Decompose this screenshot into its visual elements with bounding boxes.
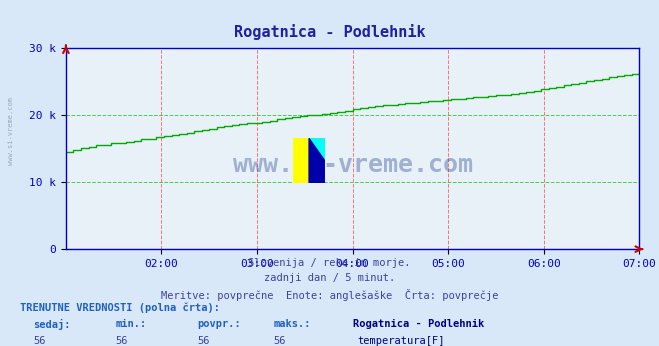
Text: maks.:: maks.:	[273, 319, 311, 329]
Text: Slovenija / reke in morje.: Slovenija / reke in morje.	[248, 258, 411, 268]
Bar	[293, 138, 309, 183]
Text: 56: 56	[33, 336, 45, 346]
Text: min.:: min.:	[115, 319, 146, 329]
Text: TRENUTNE VREDNOSTI (polna črta):: TRENUTNE VREDNOSTI (polna črta):	[20, 303, 219, 313]
Text: www.si-vreme.com: www.si-vreme.com	[233, 153, 473, 177]
Text: www.si-vreme.com: www.si-vreme.com	[8, 98, 14, 165]
Text: zadnji dan / 5 minut.: zadnji dan / 5 minut.	[264, 273, 395, 283]
Text: 56: 56	[115, 336, 128, 346]
Text: povpr.:: povpr.:	[198, 319, 241, 329]
Text: Meritve: povprečne  Enote: anglešaške  Črta: povprečje: Meritve: povprečne Enote: anglešaške Črt…	[161, 289, 498, 301]
Polygon shape	[309, 138, 325, 161]
Polygon shape	[309, 138, 325, 183]
Text: sedaj:: sedaj:	[33, 319, 71, 330]
Text: Rogatnica - Podlehnik: Rogatnica - Podlehnik	[234, 24, 425, 40]
Text: temperatura[F]: temperatura[F]	[357, 336, 445, 346]
Text: 56: 56	[198, 336, 210, 346]
Text: 56: 56	[273, 336, 286, 346]
Text: Rogatnica - Podlehnik: Rogatnica - Podlehnik	[353, 319, 484, 329]
